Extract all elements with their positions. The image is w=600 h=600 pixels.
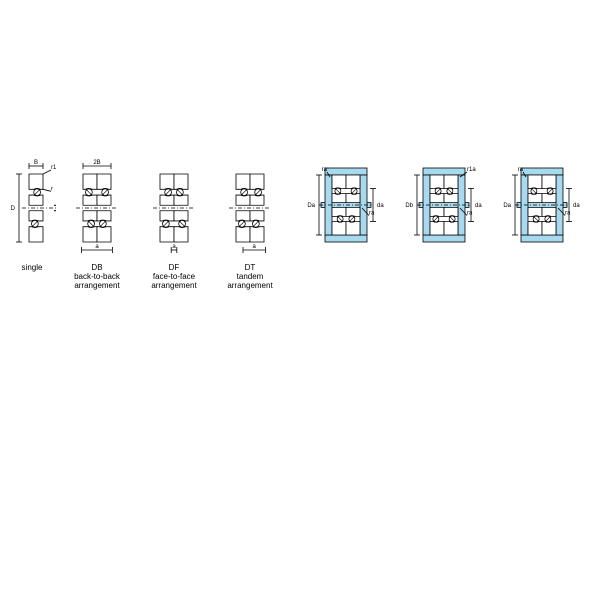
svg-text:da: da (475, 203, 482, 209)
svg-text:2B: 2B (93, 160, 100, 166)
svg-text:ra: ra (467, 211, 473, 217)
svg-text:Db: Db (405, 203, 413, 209)
svg-text:a: a (172, 244, 176, 250)
figure-db: 2B a DB back-to-back arrangement (60, 150, 134, 291)
svg-text:Da: Da (503, 203, 511, 209)
svg-text:ra: ra (565, 211, 571, 217)
svg-text:r: r (51, 186, 53, 192)
svg-text:da: da (377, 203, 384, 209)
svg-text:Da: Da (307, 203, 315, 209)
svg-text:da: da (573, 203, 580, 209)
svg-text:r1a: r1a (467, 167, 476, 173)
svg-text:ra: ra (518, 167, 524, 173)
figure-df: a DF face-to-face arrangement (138, 150, 210, 291)
dt-svg: a (214, 150, 286, 260)
diagram-stage: Br1rDdsingle2BaDB back-to-back arrangeme… (0, 0, 600, 600)
single-svg: Br1rDd (8, 150, 56, 260)
svg-text:D: D (11, 206, 16, 212)
svg-text:ra: ra (369, 211, 375, 217)
db-svg: 2B a (60, 150, 134, 260)
df-svg: a (138, 150, 210, 260)
hx1-svg: Dadarara (300, 150, 392, 260)
svg-text:a: a (95, 244, 99, 250)
svg-text:ra: ra (322, 167, 328, 173)
single-caption: single (22, 263, 43, 272)
figure-hx1: Dadarara (300, 150, 392, 260)
svg-text:r1: r1 (51, 165, 56, 171)
hx3-svg: Dadarara (496, 150, 588, 260)
df-caption: DF face-to-face arrangement (151, 263, 196, 291)
dt-caption: DT tandem arrangement (227, 263, 272, 291)
svg-text:a: a (253, 244, 257, 250)
hx2-svg: Db da r1a ra (398, 150, 490, 260)
figure-hx3: Dadarara (496, 150, 588, 260)
svg-text:B: B (34, 160, 38, 166)
db-caption: DB back-to-back arrangement (74, 263, 120, 291)
figure-single: Br1rDdsingle (8, 150, 56, 272)
figure-dt: a DT tandem arrangement (214, 150, 286, 291)
figure-hx2: Db da r1a ra (398, 150, 490, 260)
